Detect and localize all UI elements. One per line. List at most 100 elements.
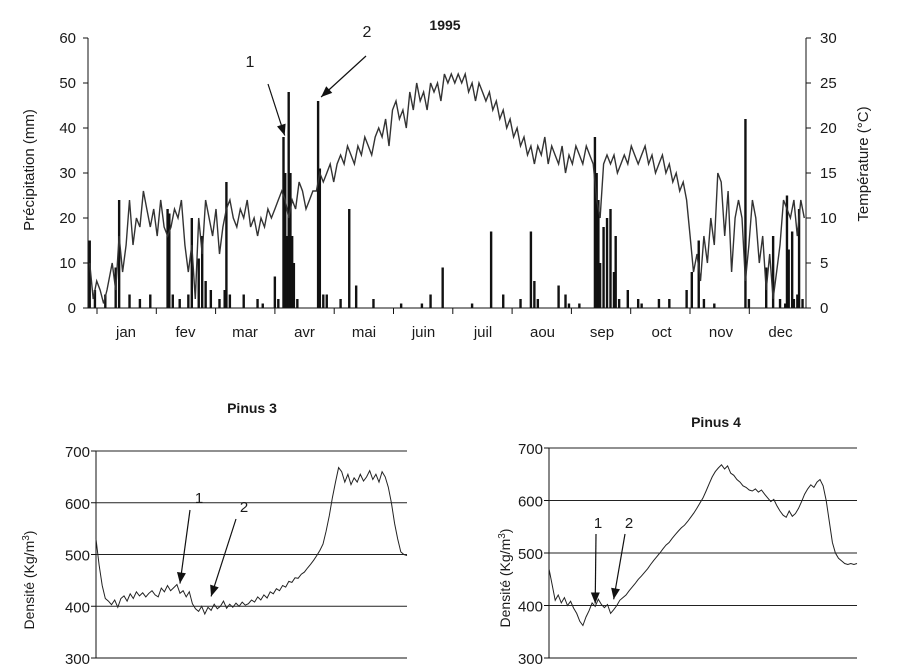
precipitation-bar	[744, 119, 747, 308]
precipitation-bar	[657, 299, 661, 308]
p4-annotation-1-arrow-head	[590, 592, 600, 604]
precipitation-bar	[564, 294, 567, 308]
precipitation-bar	[88, 240, 91, 308]
precipitation-bar	[292, 263, 296, 308]
pinus3-axis-label: Densité (Kg/m3)	[21, 531, 37, 630]
precipitation-axis-label: Précipitation (mm)	[21, 109, 38, 231]
precipitation-bar	[533, 281, 536, 308]
temp-tick-label: 10	[820, 210, 837, 227]
precipitation-bar	[261, 303, 264, 308]
annotation-2-arrow-head	[321, 86, 333, 97]
p4-tick-label: 700	[518, 441, 543, 458]
precipitation-bar	[282, 137, 285, 308]
month-labels: jan fev mar avr mai juin juil aou sep oct nov dec	[96, 308, 793, 341]
precipitation-bar	[190, 218, 194, 308]
precipitation-bar	[284, 173, 287, 308]
precipitation-bar	[429, 294, 432, 308]
precipitation-bar	[325, 294, 328, 308]
pinus3-chart: Pinus 3 Densité (Kg/m3) 300400500600700 …	[21, 400, 408, 664]
precipitation-bar	[204, 281, 207, 308]
precip-tick-label: 0	[68, 300, 76, 317]
precipitation-bar	[93, 290, 97, 308]
precipitation-bar	[636, 299, 640, 308]
precipitation-bar	[778, 299, 782, 308]
pinus3-title: Pinus 3	[227, 400, 277, 416]
precipitation-bar	[640, 303, 643, 308]
precipitation-bar	[697, 240, 700, 308]
climate-chart: 1995 Précipitation (mm) Température (°C)…	[21, 17, 872, 341]
temp-tick-label: 25	[820, 75, 837, 92]
annotation-2-label: 2	[363, 24, 372, 41]
month-label-mai: mai	[352, 324, 376, 341]
precipitation-bar	[287, 92, 290, 308]
precip-tick-label: 10	[59, 255, 76, 272]
temp-tick-label: 15	[820, 165, 837, 182]
precipitation-bar	[187, 294, 190, 308]
precipitation-bar	[529, 231, 533, 308]
temp-tick-label: 5	[820, 255, 828, 272]
p3-tick-label: 500	[65, 548, 90, 565]
precipitation-bar	[567, 303, 571, 308]
precipitation-bar	[223, 290, 226, 308]
precipitation-bar	[626, 290, 629, 308]
precipitation-bar	[178, 299, 181, 308]
p3-annotation-1-arrow-shaft	[179, 509, 191, 584]
precipitation-bar	[489, 231, 493, 308]
precipitation-bar	[242, 294, 245, 308]
precipitation-bar	[597, 200, 600, 308]
climate-annotations: 12	[246, 24, 372, 136]
precipitation-bar	[138, 299, 142, 308]
p4-annotation-2-arrow-shaft	[613, 533, 626, 600]
precipitation-bar	[277, 299, 280, 308]
pinus4-axis-label-main: Densité (Kg/m	[497, 539, 513, 628]
precip-tick-label: 50	[59, 75, 76, 92]
pinus3-axis-label-main: Densité (Kg/m	[21, 541, 37, 630]
precipitation-bar	[797, 209, 801, 308]
precipitation-bar	[420, 303, 424, 308]
p3-annotation-2-arrow-shaft	[210, 518, 237, 597]
p4-annotation-1-arrow-shaft	[594, 533, 597, 604]
precipitation-bar	[285, 236, 289, 308]
p3-annotation-1-arrow-head	[176, 572, 186, 584]
precipitation-bar	[354, 285, 358, 308]
precipitation-bar	[197, 258, 200, 308]
precipitation-bar	[149, 294, 152, 308]
precipitation-bar	[290, 236, 294, 308]
month-label-juil: juil	[473, 324, 492, 341]
precipitation-bar	[502, 294, 505, 308]
precipitation-bar	[399, 303, 403, 308]
annotation-1-label: 1	[246, 54, 255, 71]
precipitation-bar	[792, 299, 796, 308]
month-label-juin: juin	[411, 324, 435, 341]
temperature-line	[89, 71, 805, 304]
pinus4-axis-label: Densité (Kg/m3)	[497, 529, 513, 628]
pinus3-axis-label-sup: 3	[21, 535, 32, 541]
pinus4-title: Pinus 4	[691, 414, 741, 430]
precipitation-bar	[784, 303, 787, 308]
precipitation-bar	[578, 303, 581, 308]
precipitation-bar	[785, 195, 789, 308]
precipitation-bars	[88, 92, 804, 308]
precipitation-bar	[790, 231, 794, 308]
precipitation-bar	[685, 290, 688, 308]
precipitation-bar	[593, 137, 597, 308]
precip-tick-label: 40	[59, 120, 76, 137]
precipitation-bar	[614, 236, 617, 308]
precipitation-bar	[128, 294, 131, 308]
p3-tick-label: 600	[65, 496, 90, 513]
precipitation-bar	[209, 290, 213, 308]
precipitation-bar	[787, 249, 790, 308]
precipitation-bar	[104, 294, 107, 308]
climate-axes	[87, 38, 807, 309]
precipitation-bar	[690, 272, 694, 308]
precipitation-bar	[318, 168, 322, 308]
precipitation-bar	[617, 299, 621, 308]
month-label-dec: dec	[768, 324, 793, 341]
precipitation-bar	[296, 299, 299, 308]
p4-tick-label: 400	[518, 599, 543, 616]
precipitation-bar	[200, 236, 204, 308]
month-label-avr: avr	[294, 324, 315, 341]
pinus4-density-line	[548, 464, 858, 627]
p4-annotation-2-arrow-head	[611, 587, 620, 600]
precipitation-bar	[605, 218, 609, 308]
